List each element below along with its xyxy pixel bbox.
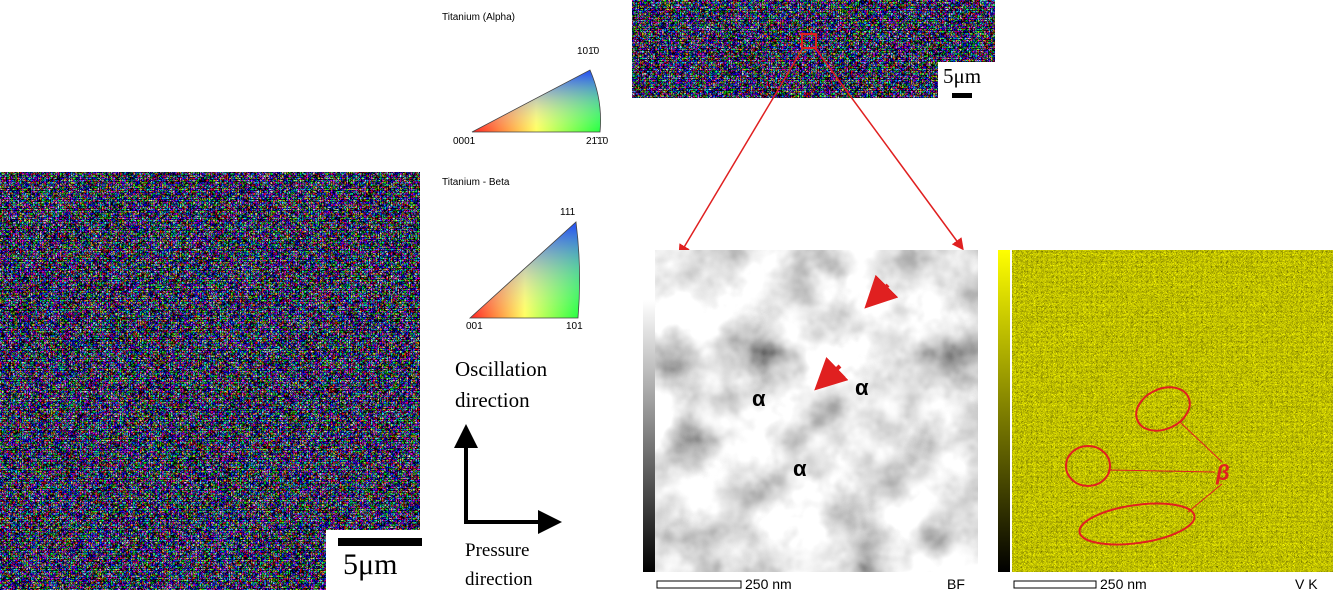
scale-bar — [656, 580, 742, 589]
ipf-beta-overlay — [468, 221, 580, 319]
zoom-arrow — [814, 47, 964, 251]
element-label: V K — [1295, 576, 1318, 592]
red-arrow — [864, 274, 899, 309]
ipf-label: 001 — [466, 321, 483, 332]
zoom-arrow — [678, 47, 804, 257]
beta-label: β — [1216, 460, 1230, 485]
pressure-label: Pressure direction — [465, 540, 533, 590]
alpha-label: α — [793, 456, 807, 481]
gray-bar — [643, 300, 655, 572]
roi-box — [801, 33, 817, 49]
red-arrow — [814, 356, 849, 391]
ipf-label: 101̄0 — [577, 46, 600, 57]
scale-bar — [338, 538, 422, 546]
ipf-label: 21̄1̄0 — [586, 136, 609, 147]
ipf-label: 111 — [560, 207, 576, 218]
scale-label: 5μm — [343, 548, 398, 581]
tem-image — [655, 250, 978, 572]
scale-bar — [952, 93, 972, 98]
mode-label: BF — [947, 576, 965, 592]
eds-image — [1012, 250, 1333, 572]
beta-marks — [1065, 386, 1223, 546]
oscillation-label: Oscillation direction — [455, 357, 548, 412]
scale-box — [938, 62, 995, 98]
ebsd-map — [0, 172, 420, 590]
scale-bar — [1013, 580, 1097, 589]
ipf-label: 0001 — [453, 136, 476, 147]
ipf-alpha-overlay — [471, 69, 601, 133]
alpha-label: α — [752, 386, 766, 411]
scale-label: 250 nm — [745, 576, 792, 592]
ipf-title: Titanium - Beta — [442, 177, 510, 188]
color-bar — [998, 250, 1010, 572]
ipf-label: 101 — [566, 321, 583, 332]
scale-label: 5μm — [943, 64, 982, 88]
scale-label: 250 nm — [1100, 576, 1147, 592]
alpha-label: α — [855, 375, 869, 400]
ipf-title: Titanium (Alpha) — [442, 12, 515, 23]
